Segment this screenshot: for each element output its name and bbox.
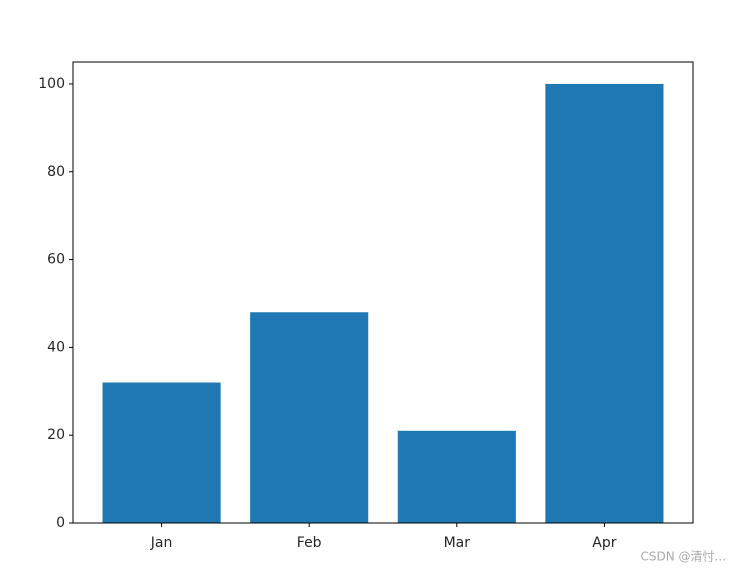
y-tick-label: 100	[38, 76, 65, 92]
y-tick-label: 20	[47, 427, 65, 443]
x-tick-label: Jan	[150, 535, 173, 551]
bar	[250, 312, 369, 523]
y-tick-label: 60	[47, 252, 65, 268]
y-tick-label: 40	[47, 339, 65, 355]
x-tick-label: Feb	[297, 535, 322, 551]
watermark: CSDN @清忖...	[641, 550, 726, 564]
bar	[397, 430, 516, 523]
x-tick-label: Apr	[592, 535, 616, 551]
bar	[102, 382, 221, 523]
plot-frame	[72, 61, 694, 524]
x-tick-label: Mar	[444, 535, 471, 551]
y-tick-label: 0	[56, 515, 65, 531]
y-tick-label: 80	[47, 164, 65, 180]
bar	[545, 83, 664, 523]
